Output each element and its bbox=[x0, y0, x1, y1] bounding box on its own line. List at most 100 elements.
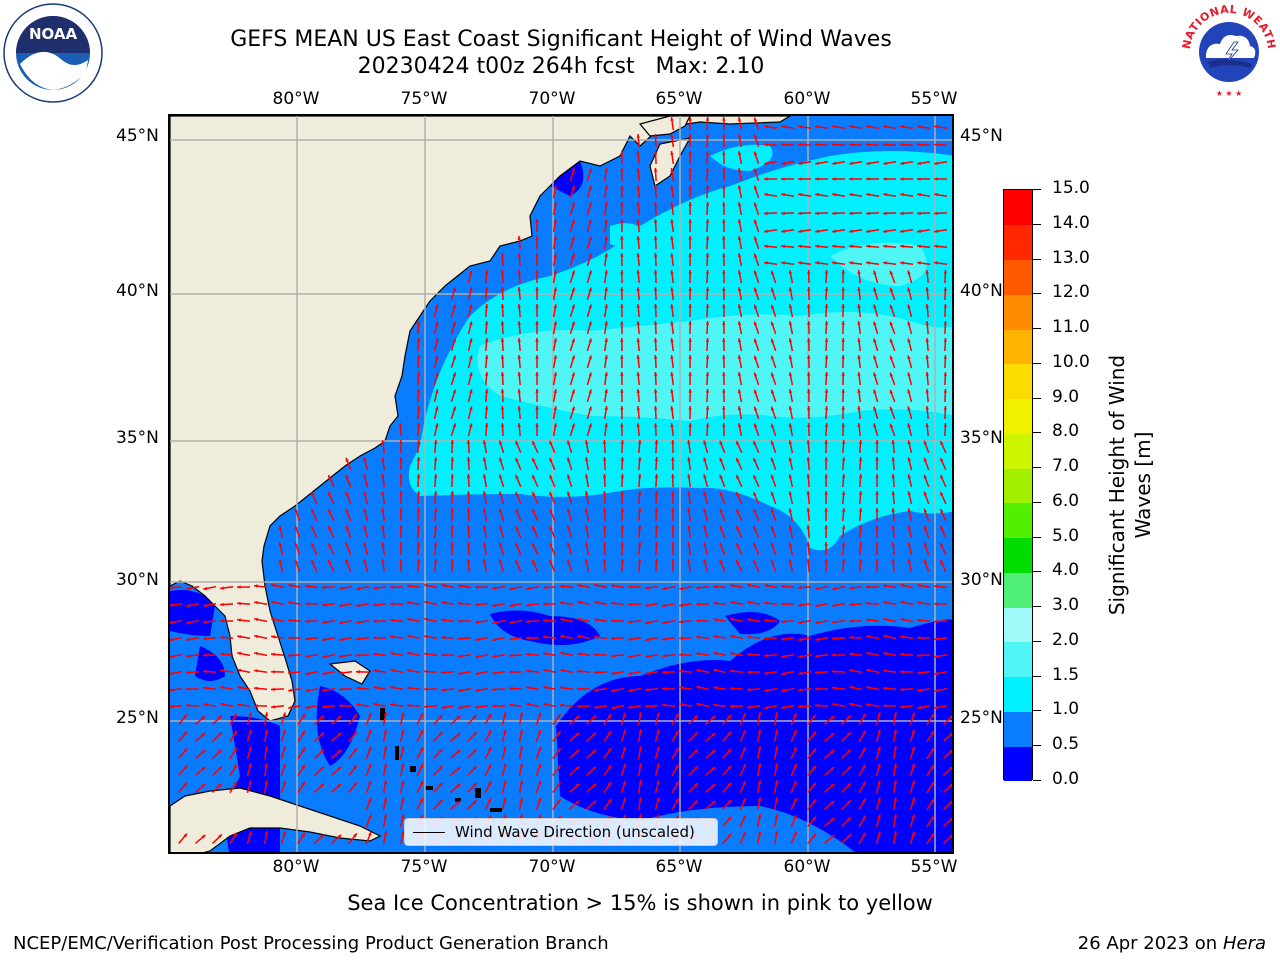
wave-arrow-head bbox=[488, 713, 492, 718]
wave-arrow-head bbox=[747, 705, 751, 709]
wave-arrow-head bbox=[503, 814, 507, 819]
wave-arrow-head bbox=[858, 440, 863, 444]
wave-arrow-head bbox=[186, 637, 190, 641]
wave-arrow-head bbox=[943, 389, 947, 393]
wave-arrow-head bbox=[832, 177, 836, 181]
wave-arrow-head bbox=[866, 601, 870, 606]
wave-arrow-head bbox=[705, 423, 710, 427]
wave-arrow-head bbox=[492, 687, 496, 692]
wave-arrow-head bbox=[832, 686, 836, 690]
wave-arrow-head bbox=[873, 304, 877, 309]
wave-arrow-head bbox=[754, 304, 758, 309]
wave-arrow-head bbox=[694, 732, 698, 736]
wave-arrow-head bbox=[764, 161, 768, 165]
wave-arrow-head bbox=[254, 617, 259, 622]
wave-arrow-head bbox=[368, 763, 372, 768]
wave-arrow-head bbox=[218, 834, 222, 839]
wave-arrow-head bbox=[705, 185, 710, 189]
wave-arrow-head bbox=[515, 457, 519, 462]
wave-arrow-head bbox=[719, 440, 723, 445]
wave-arrow-head bbox=[815, 143, 819, 147]
lon-label-bottom: 70°W bbox=[528, 857, 576, 877]
wave-arrow-head bbox=[438, 714, 443, 719]
wave-arrow-head bbox=[654, 457, 659, 461]
wave-arrow-head bbox=[830, 817, 835, 822]
wave-arrow-head bbox=[747, 670, 751, 674]
wave-arrow-head bbox=[911, 729, 915, 734]
wave-arrow-head bbox=[305, 602, 309, 606]
wave-arrow-head bbox=[754, 134, 758, 139]
wave-arrow-head bbox=[435, 372, 439, 377]
wave-arrow-head bbox=[637, 474, 642, 478]
wave-arrow-head bbox=[607, 765, 612, 769]
wave-arrow-head bbox=[381, 440, 385, 444]
wave-arrow-head bbox=[688, 304, 692, 308]
wave-arrow-head bbox=[345, 508, 349, 513]
wave-arrow-head bbox=[638, 729, 642, 733]
wave-arrow-head bbox=[873, 270, 877, 275]
wave-arrow-head bbox=[788, 525, 793, 530]
wave-arrow-head bbox=[781, 177, 785, 181]
wave-arrow-head bbox=[604, 304, 608, 308]
wave-arrow-head bbox=[328, 509, 332, 513]
wave-arrow-head bbox=[220, 619, 224, 623]
wave-arrow-head bbox=[607, 748, 612, 752]
colorbar-tick-label: 3.0 bbox=[1052, 595, 1080, 616]
wave-arrow-head bbox=[271, 705, 275, 709]
wave-arrow-head bbox=[322, 603, 326, 607]
colorbar-tick bbox=[1033, 710, 1041, 712]
wave-arrow-head bbox=[806, 559, 811, 563]
wave-arrow-head bbox=[450, 559, 454, 563]
wave-arrow-head bbox=[934, 193, 938, 197]
wave-arrow-head bbox=[727, 782, 732, 787]
wave-arrow-head bbox=[503, 780, 507, 785]
colorbar-tick-label: 9.0 bbox=[1052, 386, 1080, 407]
wave-arrow-head bbox=[653, 151, 658, 155]
wave-arrow-head bbox=[450, 525, 454, 529]
wave-arrow-head bbox=[753, 560, 757, 564]
wave-arrow-head bbox=[588, 270, 592, 275]
wave-arrow-head bbox=[907, 525, 911, 530]
wave-arrow-head bbox=[557, 765, 561, 770]
wave-arrow-head bbox=[737, 355, 742, 360]
wave-arrow-head bbox=[499, 508, 503, 513]
wave-arrow-head bbox=[620, 508, 625, 512]
colorbar-tick bbox=[1033, 293, 1041, 295]
wave-arrow-head bbox=[832, 620, 836, 624]
wave-arrow-head bbox=[742, 781, 746, 785]
wave-arrow-head bbox=[305, 584, 309, 589]
wave-arrow-head bbox=[703, 491, 707, 496]
wave-arrow-head bbox=[770, 406, 775, 411]
wave-arrow-head bbox=[849, 143, 853, 147]
wave-arrow-head bbox=[747, 600, 752, 605]
wave-arrow-head bbox=[588, 168, 592, 173]
wave-arrow-head bbox=[305, 654, 309, 658]
wave-arrow-head bbox=[186, 687, 190, 691]
lon-label-top: 55°W bbox=[910, 89, 958, 109]
wave-arrow-head bbox=[557, 782, 561, 787]
colorbar-tick-label: 14.0 bbox=[1052, 212, 1090, 233]
wave-arrow-head bbox=[353, 714, 357, 719]
wave-arrow-head bbox=[636, 270, 640, 274]
wave-arrow-head bbox=[841, 389, 845, 393]
wave-arrow-head bbox=[535, 372, 539, 376]
wave-arrow-head bbox=[475, 585, 479, 589]
wave-arrow-head bbox=[764, 636, 768, 640]
wave-arrow-head bbox=[713, 686, 717, 690]
wave-arrow-head bbox=[862, 747, 866, 752]
wave-arrow-head bbox=[452, 304, 456, 309]
lat-label-right: 30°N bbox=[960, 570, 1003, 590]
wave-arrow-head bbox=[925, 389, 929, 393]
wave-arrow-head bbox=[917, 161, 921, 165]
wave-arrow-head bbox=[248, 831, 252, 836]
wave-arrow-head bbox=[264, 746, 268, 750]
wave-arrow-head bbox=[841, 372, 845, 376]
wave-arrow-head bbox=[764, 193, 768, 197]
wave-arrow-head bbox=[553, 423, 557, 427]
wave-arrow-head bbox=[620, 559, 625, 563]
wave-arrow-head bbox=[742, 798, 746, 802]
colorbar-tick-label: 12.0 bbox=[1052, 282, 1090, 303]
wave-arrow-head bbox=[841, 525, 846, 529]
lon-label-top: 75°W bbox=[400, 89, 448, 109]
wave-arrow-head bbox=[484, 270, 489, 274]
